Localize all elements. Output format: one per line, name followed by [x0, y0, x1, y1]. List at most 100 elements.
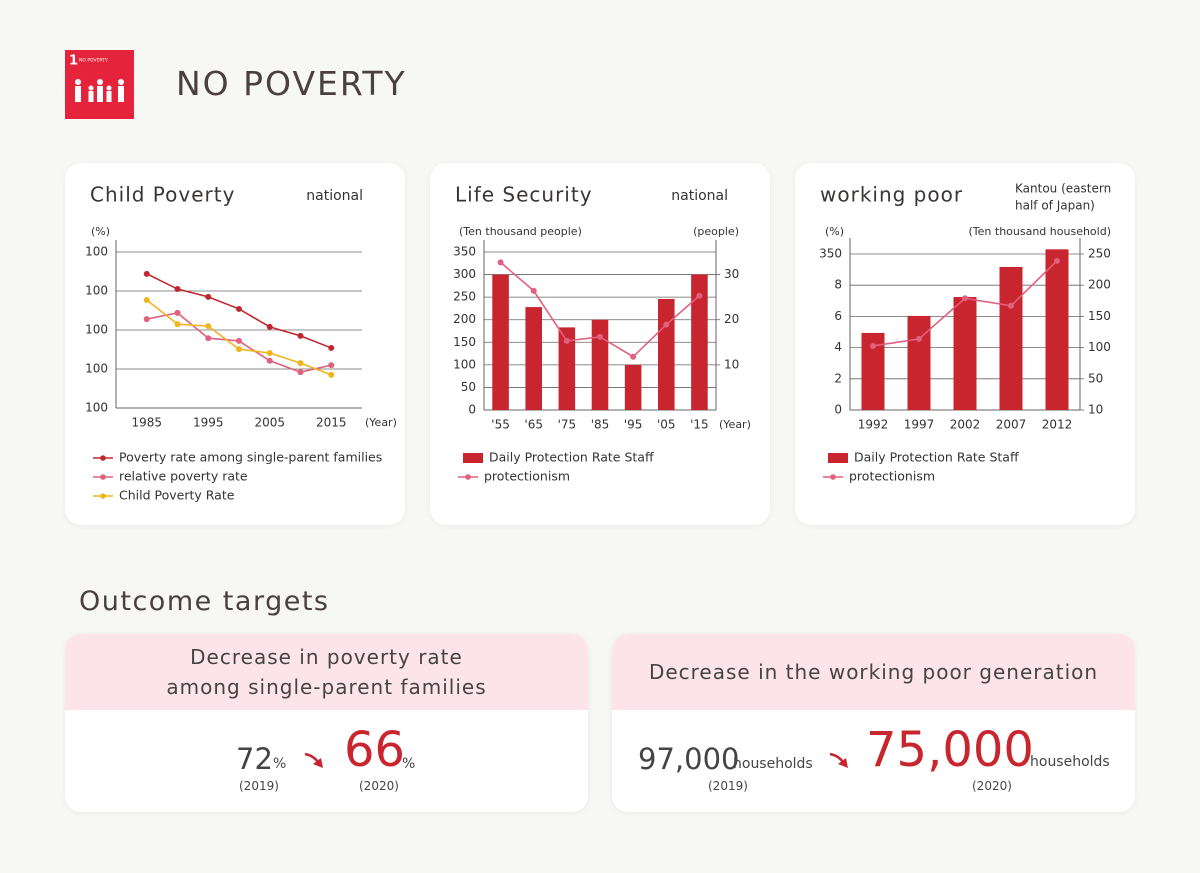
point	[205, 293, 212, 300]
legend-label: Daily Protection Rate Staff	[489, 450, 654, 465]
y-tick-label: 100	[85, 323, 108, 337]
y-tick-label: 100	[85, 284, 108, 298]
point	[597, 333, 603, 340]
point	[663, 321, 670, 328]
point	[236, 337, 242, 344]
bar	[1045, 249, 1069, 410]
legend-dot	[830, 474, 836, 480]
point	[143, 296, 150, 303]
point	[530, 287, 537, 294]
point	[174, 321, 181, 328]
to-value: 66	[344, 722, 406, 778]
x-axis-label: (Year)	[719, 418, 751, 431]
from-unit: households	[733, 756, 813, 772]
bar	[999, 266, 1023, 410]
outcome-card: Decrease in poverty rate among single-pa…	[65, 634, 588, 812]
legend-label: Child Poverty Rate	[119, 488, 235, 503]
y-tick-label: 100	[85, 245, 108, 259]
legend-label: protectionism	[849, 469, 935, 484]
point	[297, 369, 304, 376]
chart-subtitle: national	[671, 188, 728, 204]
y-tick-label: 350	[819, 247, 842, 261]
y-tick-label: 250	[453, 290, 476, 304]
bar	[953, 297, 977, 410]
chart: Child Poverty national (%) 100 100 100 100 100 1…	[85, 183, 397, 503]
point	[205, 323, 212, 330]
y-tick-label: 50	[461, 380, 476, 394]
x-tick-label: '65	[524, 418, 543, 432]
bar	[525, 307, 542, 410]
y2-axis-label: (Ten thousand household)	[969, 225, 1112, 238]
chart-subtitle: half of Japan)	[1015, 199, 1095, 213]
point	[328, 344, 335, 351]
legend-label: relative poverty rate	[119, 469, 248, 484]
point	[962, 295, 968, 302]
legend-dot	[100, 493, 106, 499]
y2-tick-label: 10	[724, 357, 739, 371]
chart-subtitle: national	[306, 188, 363, 204]
legend-dot	[100, 455, 106, 461]
bar	[492, 274, 509, 410]
y-axis-label: (Ten thousand people)	[459, 225, 582, 238]
chart-card: Child Poverty national (%) 100 100 100 100 100 1…	[65, 163, 405, 525]
y2-tick-label: 50	[1088, 371, 1103, 385]
y-tick-label: 6	[834, 309, 842, 323]
to-year: (2020)	[359, 779, 399, 793]
x-tick-label: 1997	[904, 418, 935, 432]
x-tick-label: 1992	[858, 418, 889, 432]
chart: working poor Kantou (eastern half of Japan…	[819, 182, 1112, 484]
bar	[861, 332, 885, 410]
y2-tick-label: 10	[1088, 403, 1103, 417]
to-unit: %	[402, 756, 416, 772]
point	[297, 360, 304, 367]
to-year: (2020)	[972, 779, 1012, 793]
from-year: (2019)	[239, 779, 279, 793]
point	[174, 286, 181, 293]
to-value: 75,000	[866, 722, 1034, 778]
point	[497, 259, 504, 266]
bar	[691, 274, 708, 410]
point	[328, 362, 335, 369]
point	[143, 270, 150, 277]
outcome-title: among single-parent families	[166, 675, 487, 699]
arrow	[304, 752, 323, 768]
y2-tick-label: 150	[1088, 309, 1111, 323]
x-tick-label: 2007	[996, 418, 1027, 432]
outcome-header: Decrease in poverty rate among single-pa…	[65, 634, 588, 710]
legend-dot	[100, 474, 106, 480]
y-axis-label: (%)	[91, 225, 110, 238]
y2-tick-label: 20	[724, 312, 739, 326]
x-axis-label: (Year)	[365, 416, 397, 429]
point	[563, 337, 570, 344]
chart-title: Child Poverty	[90, 183, 235, 207]
bar	[558, 327, 576, 410]
bar	[658, 298, 675, 410]
y-tick-label: 150	[453, 335, 476, 349]
section-title: Outcome targets	[79, 586, 330, 617]
outcome-title: Decrease in the working poor generation	[648, 660, 1099, 684]
y2-tick-label: 250	[1088, 247, 1111, 261]
point	[1054, 257, 1060, 264]
point	[266, 350, 273, 357]
point	[205, 335, 212, 342]
y-tick-label: 200	[453, 312, 476, 326]
point	[143, 316, 150, 323]
page-title: NO POVERTY	[176, 64, 407, 103]
legend-label: protectionism	[484, 469, 570, 484]
x-tick-label: '15	[690, 418, 709, 432]
bar	[591, 319, 609, 410]
icon-label: NO POVERTY	[79, 58, 108, 64]
outcome-card: Decrease in the working poor generation …	[612, 634, 1135, 812]
y-axis-label: (%)	[825, 225, 844, 238]
point	[266, 323, 273, 330]
x-tick-label: 2005	[254, 416, 285, 430]
point	[174, 309, 181, 316]
chart-title: Life Security	[455, 183, 593, 207]
y2-tick-label: 100	[1088, 340, 1111, 354]
chart: Life Security national (Ten thousand peopl…	[453, 183, 751, 484]
sdg-icon: 1 NO POVERTY	[65, 50, 134, 119]
icon-number: 1	[69, 54, 78, 69]
y-tick-label: 300	[453, 267, 476, 281]
legend-label: Daily Protection Rate Staff	[854, 450, 1019, 465]
legend-swatch	[828, 453, 848, 463]
